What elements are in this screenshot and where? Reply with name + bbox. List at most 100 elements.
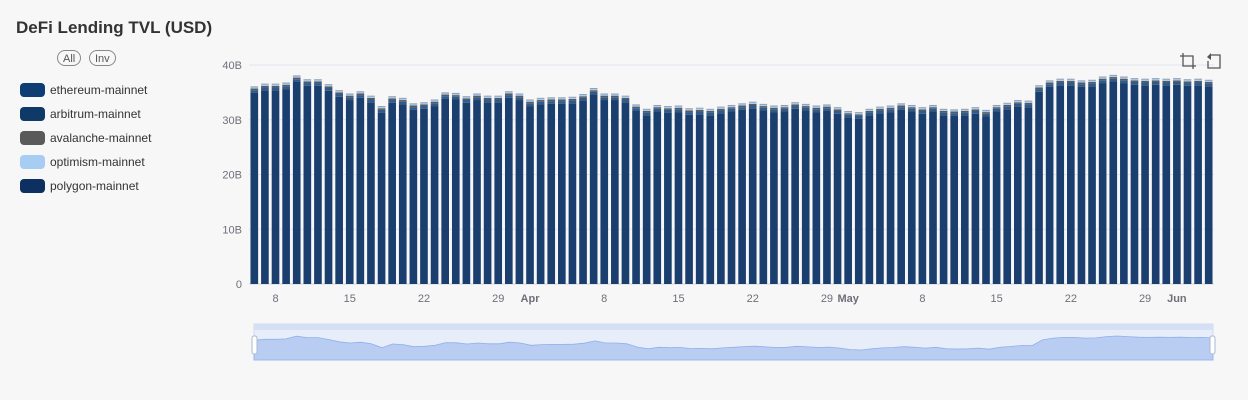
bar-optimism-mainnet — [770, 106, 778, 108]
bar-arbitrum-mainnet — [844, 114, 852, 118]
zoom-icon[interactable] — [1179, 52, 1197, 70]
bar-optimism-mainnet — [642, 109, 651, 111]
bar-polygon-mainnet — [854, 112, 863, 114]
bar-optimism-mainnet — [918, 108, 927, 110]
bar-avalanche-mainnet — [547, 99, 556, 102]
bar-optimism-mainnet — [685, 109, 693, 111]
bar-ethereum-mainnet — [1077, 86, 1086, 285]
bar-arbitrum-mainnet — [292, 79, 301, 82]
bar-polygon-mainnet — [1162, 78, 1171, 80]
bar-polygon-mainnet — [939, 108, 948, 110]
bar-polygon-mainnet — [865, 108, 874, 110]
bar-optimism-mainnet — [833, 108, 842, 110]
data-zoom-right-handle[interactable] — [1209, 335, 1216, 355]
data-zoom-slider[interactable] — [251, 323, 1216, 361]
bar-polygon-mainnet — [271, 83, 280, 85]
bar-optimism-mainnet — [1109, 75, 1118, 78]
bar-polygon-mainnet — [303, 79, 312, 81]
bar-optimism-mainnet — [1077, 81, 1086, 83]
bar-avalanche-mainnet — [1056, 80, 1065, 83]
bar-polygon-mainnet — [907, 104, 916, 107]
bar-ethereum-mainnet — [801, 110, 810, 284]
bar-optimism-mainnet — [324, 85, 333, 87]
bar-optimism-mainnet — [345, 94, 354, 96]
legend-item-optimism-mainnet[interactable]: optimism-mainnet — [20, 150, 151, 174]
bar-polygon-mainnet — [462, 96, 471, 98]
bar-ethereum-mainnet — [1035, 91, 1043, 284]
bar-arbitrum-mainnet — [823, 108, 831, 111]
bar-avalanche-mainnet — [791, 104, 799, 107]
bar-ethereum-mainnet — [632, 110, 640, 285]
bar-arbitrum-mainnet — [1045, 84, 1054, 87]
bar-avalanche-mainnet — [1130, 80, 1139, 82]
bar-avalanche-mainnet — [992, 107, 1001, 109]
legend-item-ethereum-mainnet[interactable]: ethereum-mainnet — [20, 78, 151, 102]
bar-arbitrum-mainnet — [451, 96, 460, 100]
bar-ethereum-mainnet — [886, 112, 895, 284]
bar-polygon-mainnet — [1120, 76, 1128, 78]
bar-arbitrum-mainnet — [356, 95, 365, 98]
bar-arbitrum-mainnet — [854, 115, 863, 119]
bar-avalanche-mainnet — [1194, 80, 1202, 83]
legend-invert-button[interactable]: Inv — [89, 50, 116, 66]
legend-item-arbitrum-mainnet[interactable]: arbitrum-mainnet — [20, 102, 151, 126]
x-tick-label: 22 — [747, 293, 759, 305]
bar-ethereum-mainnet — [1204, 86, 1213, 284]
bar-polygon-mainnet — [876, 106, 884, 108]
bar-arbitrum-mainnet — [1204, 83, 1213, 87]
legend-item-polygon-mainnet[interactable]: polygon-mainnet — [20, 174, 151, 198]
bar-optimism-mainnet — [876, 107, 884, 109]
bar-polygon-mainnet — [324, 84, 333, 86]
bar-polygon-mainnet — [568, 96, 577, 98]
bar-ethereum-mainnet — [907, 111, 916, 284]
bar-polygon-mainnet — [282, 82, 290, 84]
bar-optimism-mainnet — [1014, 101, 1022, 103]
legend-item-avalanche-mainnet[interactable]: avalanche-mainnet — [20, 126, 151, 150]
bar-polygon-mainnet — [1098, 76, 1107, 78]
bar-ethereum-mainnet — [250, 92, 259, 284]
data-zoom-move-handle[interactable] — [254, 324, 1213, 330]
bar-arbitrum-mainnet — [324, 88, 333, 91]
bar-polygon-mainnet — [1056, 78, 1065, 80]
bar-avalanche-mainnet — [770, 107, 778, 110]
bar-optimism-mainnet — [621, 96, 630, 98]
bar-polygon-mainnet — [536, 97, 545, 99]
bar-arbitrum-mainnet — [250, 90, 259, 93]
bar-arbitrum-mainnet — [706, 112, 715, 116]
bar-polygon-mainnet — [473, 93, 481, 95]
bar-polygon-mainnet — [992, 104, 1001, 107]
bar-ethereum-mainnet — [1141, 85, 1149, 284]
legend-select-all-button[interactable]: All — [57, 50, 82, 66]
bar-avalanche-mainnet — [833, 109, 842, 111]
bar-polygon-mainnet — [674, 105, 683, 107]
restore-icon[interactable] — [1205, 52, 1223, 70]
bar-avalanche-mainnet — [823, 106, 831, 109]
bar-arbitrum-mainnet — [271, 87, 280, 91]
bar-ethereum-mainnet — [558, 103, 566, 285]
bar-arbitrum-mainnet — [971, 110, 980, 114]
bar-ethereum-mainnet — [833, 113, 842, 284]
bar-avalanche-mainnet — [950, 111, 959, 114]
bar-arbitrum-mainnet — [483, 99, 492, 103]
bar-optimism-mainnet — [1162, 79, 1171, 81]
bar-ethereum-mainnet — [706, 115, 715, 285]
bar-arbitrum-mainnet — [876, 110, 884, 114]
bar-polygon-mainnet — [770, 105, 778, 107]
bar-polygon-mainnet — [494, 95, 503, 97]
bar-avalanche-mainnet — [483, 97, 492, 100]
bar-optimism-mainnet — [759, 104, 768, 107]
data-zoom-preview-area — [253, 335, 1214, 361]
x-tick-label: 29 — [492, 293, 504, 305]
legend-label: arbitrum-mainnet — [50, 107, 141, 121]
bar-optimism-mainnet — [600, 94, 609, 96]
bar-ethereum-mainnet — [473, 100, 481, 284]
bar-optimism-mainnet — [1045, 81, 1054, 83]
bar-optimism-mainnet — [335, 91, 343, 93]
bar-ethereum-mainnet — [1173, 84, 1181, 285]
bar-ethereum-mainnet — [303, 85, 312, 284]
bar-series-group — [250, 74, 1213, 285]
bar-arbitrum-mainnet — [812, 109, 821, 113]
data-zoom-left-handle[interactable] — [251, 335, 258, 355]
bar-ethereum-mainnet — [547, 103, 556, 285]
bar-polygon-mainnet — [801, 103, 810, 105]
